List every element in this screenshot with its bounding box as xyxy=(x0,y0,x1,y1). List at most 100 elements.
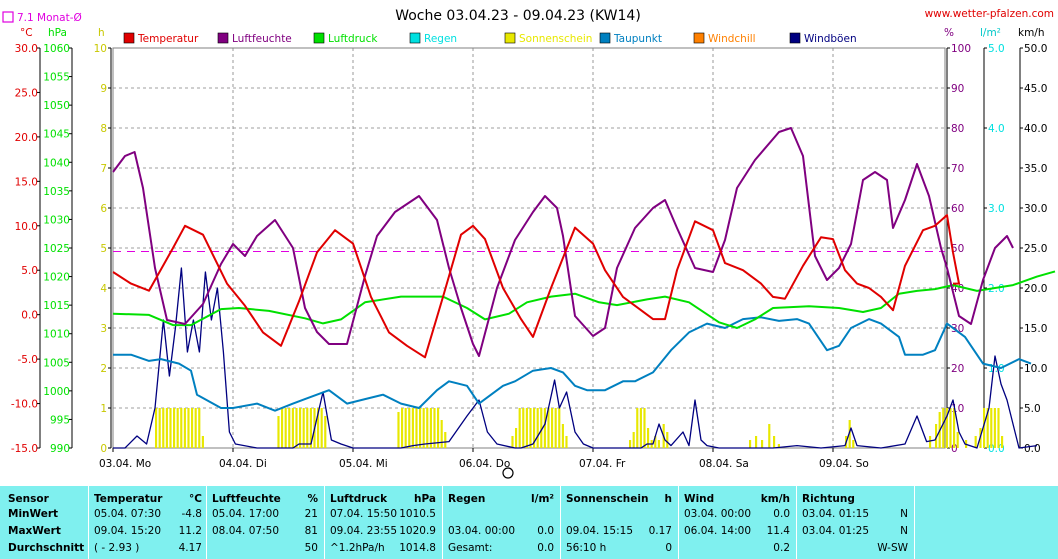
sunshine-bar xyxy=(547,408,550,448)
monthly-avg-label: 7.1 Monat-Ø xyxy=(17,12,82,24)
sunshine-bar xyxy=(324,416,327,448)
sunshine-bar xyxy=(165,408,168,448)
sun-tick-label: 9 xyxy=(100,83,107,95)
series-luftfeuchte xyxy=(112,127,1014,357)
sunshine-bar xyxy=(945,408,948,448)
humidity-tick-label: 90 xyxy=(951,83,964,95)
sunshine-bar xyxy=(647,428,650,448)
stats-value: N xyxy=(900,525,908,537)
sunshine-bar xyxy=(983,408,986,448)
stats-value: N xyxy=(900,508,908,520)
stats-value: 4.17 xyxy=(178,542,202,554)
sunshine-bar xyxy=(162,408,165,448)
rain-tick-label: 4.0 xyxy=(988,123,1005,135)
humidity-unit: % xyxy=(944,27,954,39)
sunshine-bar xyxy=(935,424,938,448)
stats-time: 09.04. 15:15 xyxy=(566,525,633,537)
pressure-tick-label: 1005 xyxy=(43,357,70,369)
x-tick-label: 03.04. Mo xyxy=(99,458,151,470)
sunshine-bar xyxy=(173,408,176,448)
sunshine-bar xyxy=(525,408,528,448)
y-axes: 30.025.020.015.010.05.00.0-5.0-10.0-15.0… xyxy=(11,43,1048,455)
sunshine-bar xyxy=(956,432,959,448)
stats-header: Sonnenschein xyxy=(566,493,649,505)
sunshine-bar xyxy=(533,408,536,448)
legend-label: Temperatur xyxy=(137,33,199,45)
pressure-tick-label: 1020 xyxy=(43,272,70,284)
series-luftdruck xyxy=(112,270,1056,329)
sunshine-bar xyxy=(1001,436,1004,448)
sun-tick-label: 2 xyxy=(100,363,107,375)
x-tick-label: 07.04. Fr xyxy=(579,458,626,470)
series-windböen xyxy=(113,267,1038,449)
legend-label: Regen xyxy=(424,33,457,45)
legend-label: Sonnenschein xyxy=(519,33,592,45)
sunshine-bar xyxy=(953,408,956,448)
sunshine-bar xyxy=(284,408,287,448)
temp-unit: °C xyxy=(20,27,33,39)
stats-separator xyxy=(442,486,443,559)
stats-value: 11.4 xyxy=(766,525,790,537)
temp-tick-label: -15.0 xyxy=(11,443,38,455)
stats-separator xyxy=(88,486,89,559)
stats-separator xyxy=(796,486,797,559)
stats-time: 03.04. 01:25 xyxy=(802,525,869,537)
pressure-tick-label: 990 xyxy=(50,443,70,455)
legend-swatch xyxy=(409,32,421,44)
sunshine-bar xyxy=(291,408,294,448)
sunshine-bar xyxy=(426,408,429,448)
sunshine-bar xyxy=(515,428,518,448)
legend-label: Windböen xyxy=(804,33,857,45)
rain-tick-label: 2.0 xyxy=(988,283,1005,295)
stats-value: 0.2 xyxy=(773,542,790,554)
pressure-tick-label: 1030 xyxy=(43,214,70,226)
sunshine-bar xyxy=(949,408,952,448)
wind-tick-label: 50.0 xyxy=(1024,43,1047,55)
stats-col-pressure: Luftdruck hPa 07.04. 15:50 1010.5 09.04.… xyxy=(330,486,436,559)
rain-tick-label: 5.0 xyxy=(988,43,1005,55)
stats-value: -4.8 xyxy=(181,508,203,520)
humidity-tick-label: 80 xyxy=(951,123,964,135)
stats-unit: l/m² xyxy=(531,493,554,505)
stats-note: Gesamt: xyxy=(448,542,493,554)
sunshine-bar xyxy=(309,408,312,448)
series-taupunkt xyxy=(113,316,1032,412)
sunshine-bar xyxy=(942,408,945,448)
stats-row-label: Durchschnitt xyxy=(8,542,85,554)
stats-col-sensor: Sensor MinWert MaxWert Durchschnitt xyxy=(8,486,86,559)
sunshine-bar xyxy=(194,408,197,448)
stats-time: 03.04. 00:00 xyxy=(684,508,751,520)
stats-unit: °C xyxy=(189,493,202,505)
temp-tick-label: -10.0 xyxy=(11,399,38,411)
sun-tick-label: 1 xyxy=(100,403,107,415)
stats-header: Luftdruck xyxy=(330,493,388,505)
pressure-tick-label: 1060 xyxy=(43,43,70,55)
sunshine-bar xyxy=(543,408,546,448)
stats-unit: km/h xyxy=(760,493,790,505)
stats-separator xyxy=(560,486,561,559)
pressure-tick-label: 1055 xyxy=(43,72,70,84)
stats-value: 50 xyxy=(304,542,318,554)
stats-note: ( - 2.93 ) xyxy=(94,542,140,554)
humidity-tick-label: 30 xyxy=(951,323,964,335)
stats-value: 11.2 xyxy=(178,525,202,537)
legend-label: Taupunkt xyxy=(613,33,662,45)
site-link[interactable]: www.wetter-pfalzen.com xyxy=(925,8,1054,20)
stats-value: 1010.5 xyxy=(399,508,436,520)
temp-tick-label: 10.0 xyxy=(15,221,38,233)
temp-tick-label: 20.0 xyxy=(15,132,38,144)
stats-separator xyxy=(324,486,325,559)
stats-time: 03.04. 01:15 xyxy=(802,508,869,520)
stats-time: 09.04. 23:55 xyxy=(330,525,397,537)
stats-time: 08.04. 07:50 xyxy=(212,525,279,537)
series-lines xyxy=(112,127,1056,449)
sunshine-bar xyxy=(440,420,443,448)
legend-swatch xyxy=(504,32,516,44)
humidity-tick-label: 60 xyxy=(951,203,964,215)
wind-tick-label: 0.0 xyxy=(1024,443,1041,455)
humidity-tick-label: 20 xyxy=(951,363,964,375)
stats-header: Sensor xyxy=(8,493,49,505)
sunshine-bar xyxy=(429,408,432,448)
sunshine-bar xyxy=(522,408,525,448)
pressure-tick-label: 1000 xyxy=(43,386,70,398)
